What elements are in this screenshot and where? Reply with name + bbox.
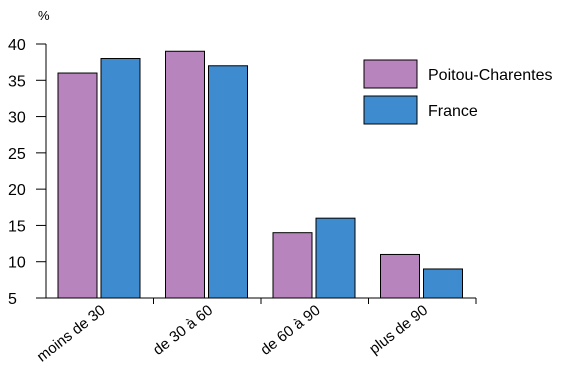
bar [272,232,313,299]
bar [315,217,356,299]
legend: Poitou-Charentes France [363,59,553,125]
legend-swatch [363,59,418,89]
x-category-label: de 60 à 90 [257,302,323,359]
y-axis: 5 10 15 20 25 30 35 40 [8,37,47,308]
y-tick-label: 25 [8,146,26,163]
y-tick-label: 30 [8,110,26,127]
y-tick-label: 5 [8,291,17,308]
legend-label: Poitou-Charentes [428,67,553,84]
y-unit-label: % [38,8,50,23]
y-tick-label: 20 [8,182,26,199]
legend-swatch [363,95,418,125]
y-tick-label: 15 [8,218,26,235]
x-category-label: plus de 90 [366,302,431,358]
y-tick-label: 40 [8,37,26,54]
x-category-label: moins de 30 [34,302,109,366]
y-tick-label: 35 [8,73,26,90]
legend-label: France [428,103,478,120]
bar [208,65,248,299]
bars [57,50,463,299]
x-axis: moins de 30 de 30 à 60 de 60 à 90 plus de 9… [34,297,477,366]
bar [380,253,420,299]
bar [100,58,141,299]
bar [57,72,98,299]
bar [423,268,463,299]
bar [165,50,205,299]
x-category-label: de 30 à 60 [150,302,216,359]
y-tick-label: 10 [8,255,26,272]
